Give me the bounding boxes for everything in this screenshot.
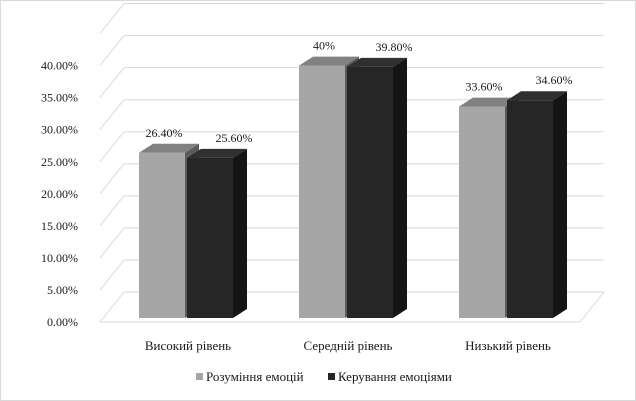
gridline-side bbox=[99, 259, 125, 291]
bar-top bbox=[299, 56, 359, 66]
bar-top bbox=[459, 97, 519, 107]
bar-top bbox=[507, 91, 567, 101]
y-tick-label: 30.00% bbox=[41, 123, 78, 137]
gridline-side bbox=[99, 3, 125, 34]
gridline-side bbox=[99, 163, 125, 195]
y-tick-label: 40.00% bbox=[41, 59, 78, 73]
data-label: 40% bbox=[313, 39, 335, 53]
gridline-side bbox=[99, 291, 125, 323]
y-tick-label: 25.00% bbox=[41, 155, 78, 169]
legend-label: Керування емоціями bbox=[338, 369, 452, 384]
legend-swatch bbox=[328, 373, 335, 380]
data-label: 26.40% bbox=[146, 126, 183, 140]
y-tick-label: 35.00% bbox=[41, 91, 78, 105]
gridline-side bbox=[99, 99, 125, 131]
gridline-side bbox=[99, 131, 125, 163]
x-axis-categories: Високий рівень Середній рівень Низький рів… bbox=[145, 338, 551, 353]
bar bbox=[507, 100, 553, 319]
data-label: 34.60% bbox=[536, 73, 573, 87]
bar bbox=[299, 65, 345, 318]
bar bbox=[459, 106, 505, 319]
y-tick-label: 20.00% bbox=[41, 187, 78, 201]
gridline-side bbox=[99, 35, 125, 66]
gridline-side bbox=[99, 227, 125, 259]
data-label: 33.60% bbox=[466, 80, 503, 94]
data-labels: 26.40% 25.60% 40% 39.80% 33.60% 34.60% bbox=[146, 39, 573, 145]
gridline-side bbox=[99, 195, 125, 227]
category-label: Середній рівень bbox=[304, 338, 393, 353]
floor-edge-right bbox=[579, 291, 605, 323]
category-label: Низький рівень bbox=[465, 338, 551, 353]
y-tick-label: 10.00% bbox=[41, 251, 78, 265]
bar-top bbox=[187, 148, 247, 158]
bar bbox=[347, 66, 393, 318]
data-label: 39.80% bbox=[376, 40, 413, 54]
legend-label: Розуміння емоцій bbox=[206, 369, 304, 384]
bar-top bbox=[139, 143, 199, 153]
y-tick-label: 15.00% bbox=[41, 219, 78, 233]
bar-side bbox=[393, 57, 407, 319]
legend: Розуміння емоцій Керування емоціями bbox=[196, 369, 452, 384]
bar bbox=[187, 157, 233, 318]
y-tick-label: 5.00% bbox=[47, 283, 78, 297]
y-tick-label: 0.00% bbox=[47, 315, 78, 329]
category-label: Високий рівень bbox=[145, 338, 231, 353]
bar-side bbox=[233, 148, 247, 318]
bar-side bbox=[553, 91, 567, 319]
y-axis-ticks: 0.00% 5.00% 10.00% 15.00% 20.00% 25.00% 30.00%… bbox=[41, 59, 78, 329]
data-label: 25.60% bbox=[216, 131, 253, 145]
legend-swatch bbox=[196, 373, 203, 380]
bars bbox=[139, 56, 567, 319]
bar bbox=[139, 152, 185, 318]
gridline-side bbox=[99, 67, 125, 98]
bar-top bbox=[347, 57, 407, 67]
